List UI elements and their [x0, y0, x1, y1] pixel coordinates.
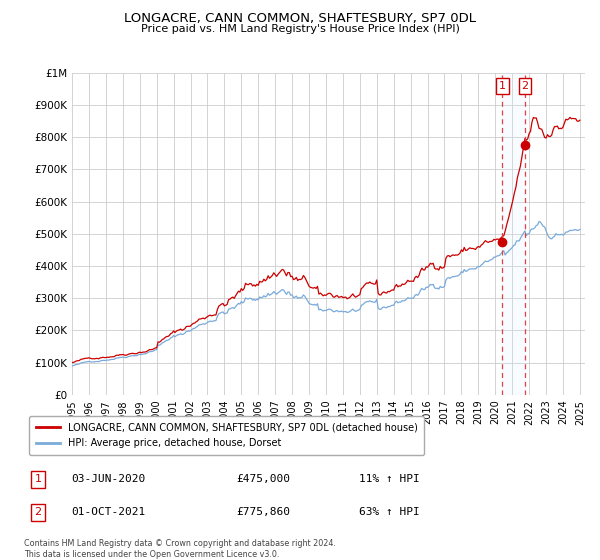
Text: 11% ↑ HPI: 11% ↑ HPI [359, 474, 419, 484]
Text: 1: 1 [34, 474, 41, 484]
Text: 1: 1 [499, 81, 506, 91]
Text: Contains HM Land Registry data © Crown copyright and database right 2024.
This d: Contains HM Land Registry data © Crown c… [24, 539, 336, 559]
Legend: LONGACRE, CANN COMMON, SHAFTESBURY, SP7 0DL (detached house), HPI: Average price: LONGACRE, CANN COMMON, SHAFTESBURY, SP7 … [29, 416, 424, 455]
Text: 63% ↑ HPI: 63% ↑ HPI [359, 507, 419, 517]
Text: £475,000: £475,000 [236, 474, 290, 484]
Text: LONGACRE, CANN COMMON, SHAFTESBURY, SP7 0DL: LONGACRE, CANN COMMON, SHAFTESBURY, SP7 … [124, 12, 476, 25]
Text: 2: 2 [34, 507, 41, 517]
Text: 01-OCT-2021: 01-OCT-2021 [71, 507, 146, 517]
Text: 2: 2 [521, 81, 529, 91]
Text: £775,860: £775,860 [236, 507, 290, 517]
Bar [502, 73, 525, 395]
Text: Price paid vs. HM Land Registry's House Price Index (HPI): Price paid vs. HM Land Registry's House … [140, 24, 460, 34]
Text: 03-JUN-2020: 03-JUN-2020 [71, 474, 146, 484]
